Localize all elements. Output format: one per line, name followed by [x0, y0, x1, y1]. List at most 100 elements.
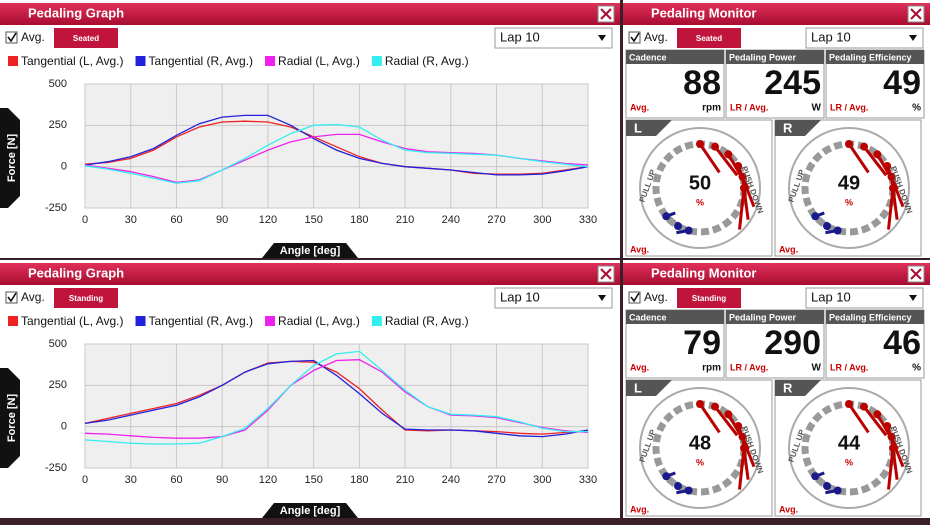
series-line — [84, 360, 589, 435]
gauge-avg: Avg. — [630, 244, 649, 254]
x-tick-label: 120 — [259, 474, 277, 486]
gauge-unit: % — [845, 197, 853, 207]
close-button[interactable] — [597, 5, 615, 23]
x-label-tab — [262, 503, 358, 518]
needle — [741, 176, 750, 220]
x-tick-label: 150 — [304, 474, 322, 486]
close-x — [910, 8, 922, 20]
metric-unit: rpm — [702, 363, 721, 374]
needle-head — [662, 472, 671, 481]
lap-dropdown[interactable]: Lap 10 — [494, 27, 613, 49]
x-tick-label: 60 — [170, 474, 182, 486]
panel-title: Pedaling Graph — [28, 265, 124, 280]
close-x — [600, 8, 612, 20]
needle-head — [724, 150, 733, 159]
legend-swatch — [265, 316, 276, 326]
series-line — [84, 120, 589, 175]
legend-label: Radial (L, Avg.) — [278, 314, 360, 328]
close-button[interactable] — [907, 5, 925, 23]
legend-label: Tangential (R, Avg.) — [149, 54, 254, 68]
dropdown-box — [805, 287, 924, 309]
gauge-ring — [639, 127, 761, 249]
needle — [862, 405, 888, 437]
lap-dropdown[interactable]: Lap 10 — [805, 27, 924, 49]
gauge-value: 48 — [689, 432, 711, 454]
metric-unit: W — [812, 363, 822, 374]
close-x — [910, 268, 922, 280]
avg-checkbox[interactable]: Avg. — [628, 30, 668, 44]
needle-head — [674, 222, 682, 231]
dropdown-value: Lap 10 — [500, 289, 540, 304]
panel-title: Pedaling Monitor — [651, 265, 756, 280]
x-tick-label: 300 — [533, 474, 551, 486]
needle-head — [734, 422, 743, 430]
metric-avg: Avg. — [630, 102, 649, 112]
gauge-unit: % — [696, 197, 704, 207]
needle-head — [887, 432, 896, 441]
dropdown-value: Lap 10 — [811, 29, 851, 44]
monitor-panel: Pedaling Monitor Avg. Standing Lap 10 Cadenc… — [623, 260, 930, 518]
needle — [698, 403, 721, 434]
title-bar — [623, 263, 930, 285]
metric-header — [726, 310, 824, 324]
needle-head — [845, 400, 853, 408]
x-tick-label: 270 — [487, 474, 505, 486]
needle — [890, 176, 899, 220]
x-tick-label: 90 — [216, 474, 228, 486]
gauge-avg: Avg. — [630, 504, 649, 514]
legend-swatch — [8, 316, 18, 326]
y-tick-label: 500 — [49, 78, 67, 90]
avg-checkbox[interactable]: Avg. — [628, 290, 668, 304]
needle-head — [738, 172, 747, 181]
needle-head — [833, 226, 842, 235]
mode-badge — [677, 288, 741, 308]
avg-checkbox[interactable]: Avg. — [5, 290, 45, 304]
x-tick-label: 180 — [350, 474, 368, 486]
needle-head — [887, 172, 896, 181]
needle-head — [873, 150, 882, 159]
needle — [741, 436, 750, 480]
needle — [886, 187, 895, 230]
gauge-avg: Avg. — [779, 244, 798, 254]
side-tab — [626, 380, 672, 396]
x-tick-label: 300 — [533, 214, 551, 226]
gauge-center — [672, 160, 728, 216]
needle-head — [889, 184, 897, 192]
checkbox-label: Avg. — [644, 290, 668, 304]
side-label: R — [783, 120, 793, 135]
needle — [737, 187, 746, 230]
side-tab — [775, 380, 821, 396]
lap-dropdown[interactable]: Lap 10 — [805, 287, 924, 309]
series-line — [84, 359, 589, 439]
close-button[interactable] — [597, 265, 615, 283]
checkbox-label: Avg. — [21, 290, 45, 304]
metric-header — [626, 50, 724, 64]
y-tick-label: -250 — [45, 202, 67, 214]
x-tick-label: 150 — [304, 214, 322, 226]
check — [630, 32, 640, 43]
needle-head — [860, 142, 869, 151]
needle — [847, 143, 870, 174]
dropdown-arrow — [598, 35, 606, 41]
legend-label: Tangential (R, Avg.) — [149, 314, 254, 328]
dropdown-arrow — [598, 295, 606, 301]
needle-head — [823, 222, 831, 231]
mode-badge — [54, 288, 118, 308]
metric-value: 49 — [883, 64, 921, 102]
needle-head — [740, 444, 748, 452]
y-tick-label: 0 — [61, 421, 67, 433]
y-tick-label: 500 — [49, 338, 67, 350]
mode-label: Seated — [73, 34, 99, 43]
metric-avg: LR / Avg. — [830, 102, 868, 112]
close-button[interactable] — [907, 265, 925, 283]
avg-checkbox[interactable]: Avg. — [5, 30, 45, 44]
dropdown-value: Lap 10 — [811, 289, 851, 304]
lap-dropdown[interactable]: Lap 10 — [494, 287, 613, 309]
dropdown-box — [805, 27, 924, 49]
mode-label: Standing — [69, 294, 103, 303]
needle — [890, 436, 899, 480]
gauge-center — [672, 420, 728, 476]
checkbox — [5, 291, 18, 304]
metric-label: Pedaling Power — [729, 52, 797, 62]
